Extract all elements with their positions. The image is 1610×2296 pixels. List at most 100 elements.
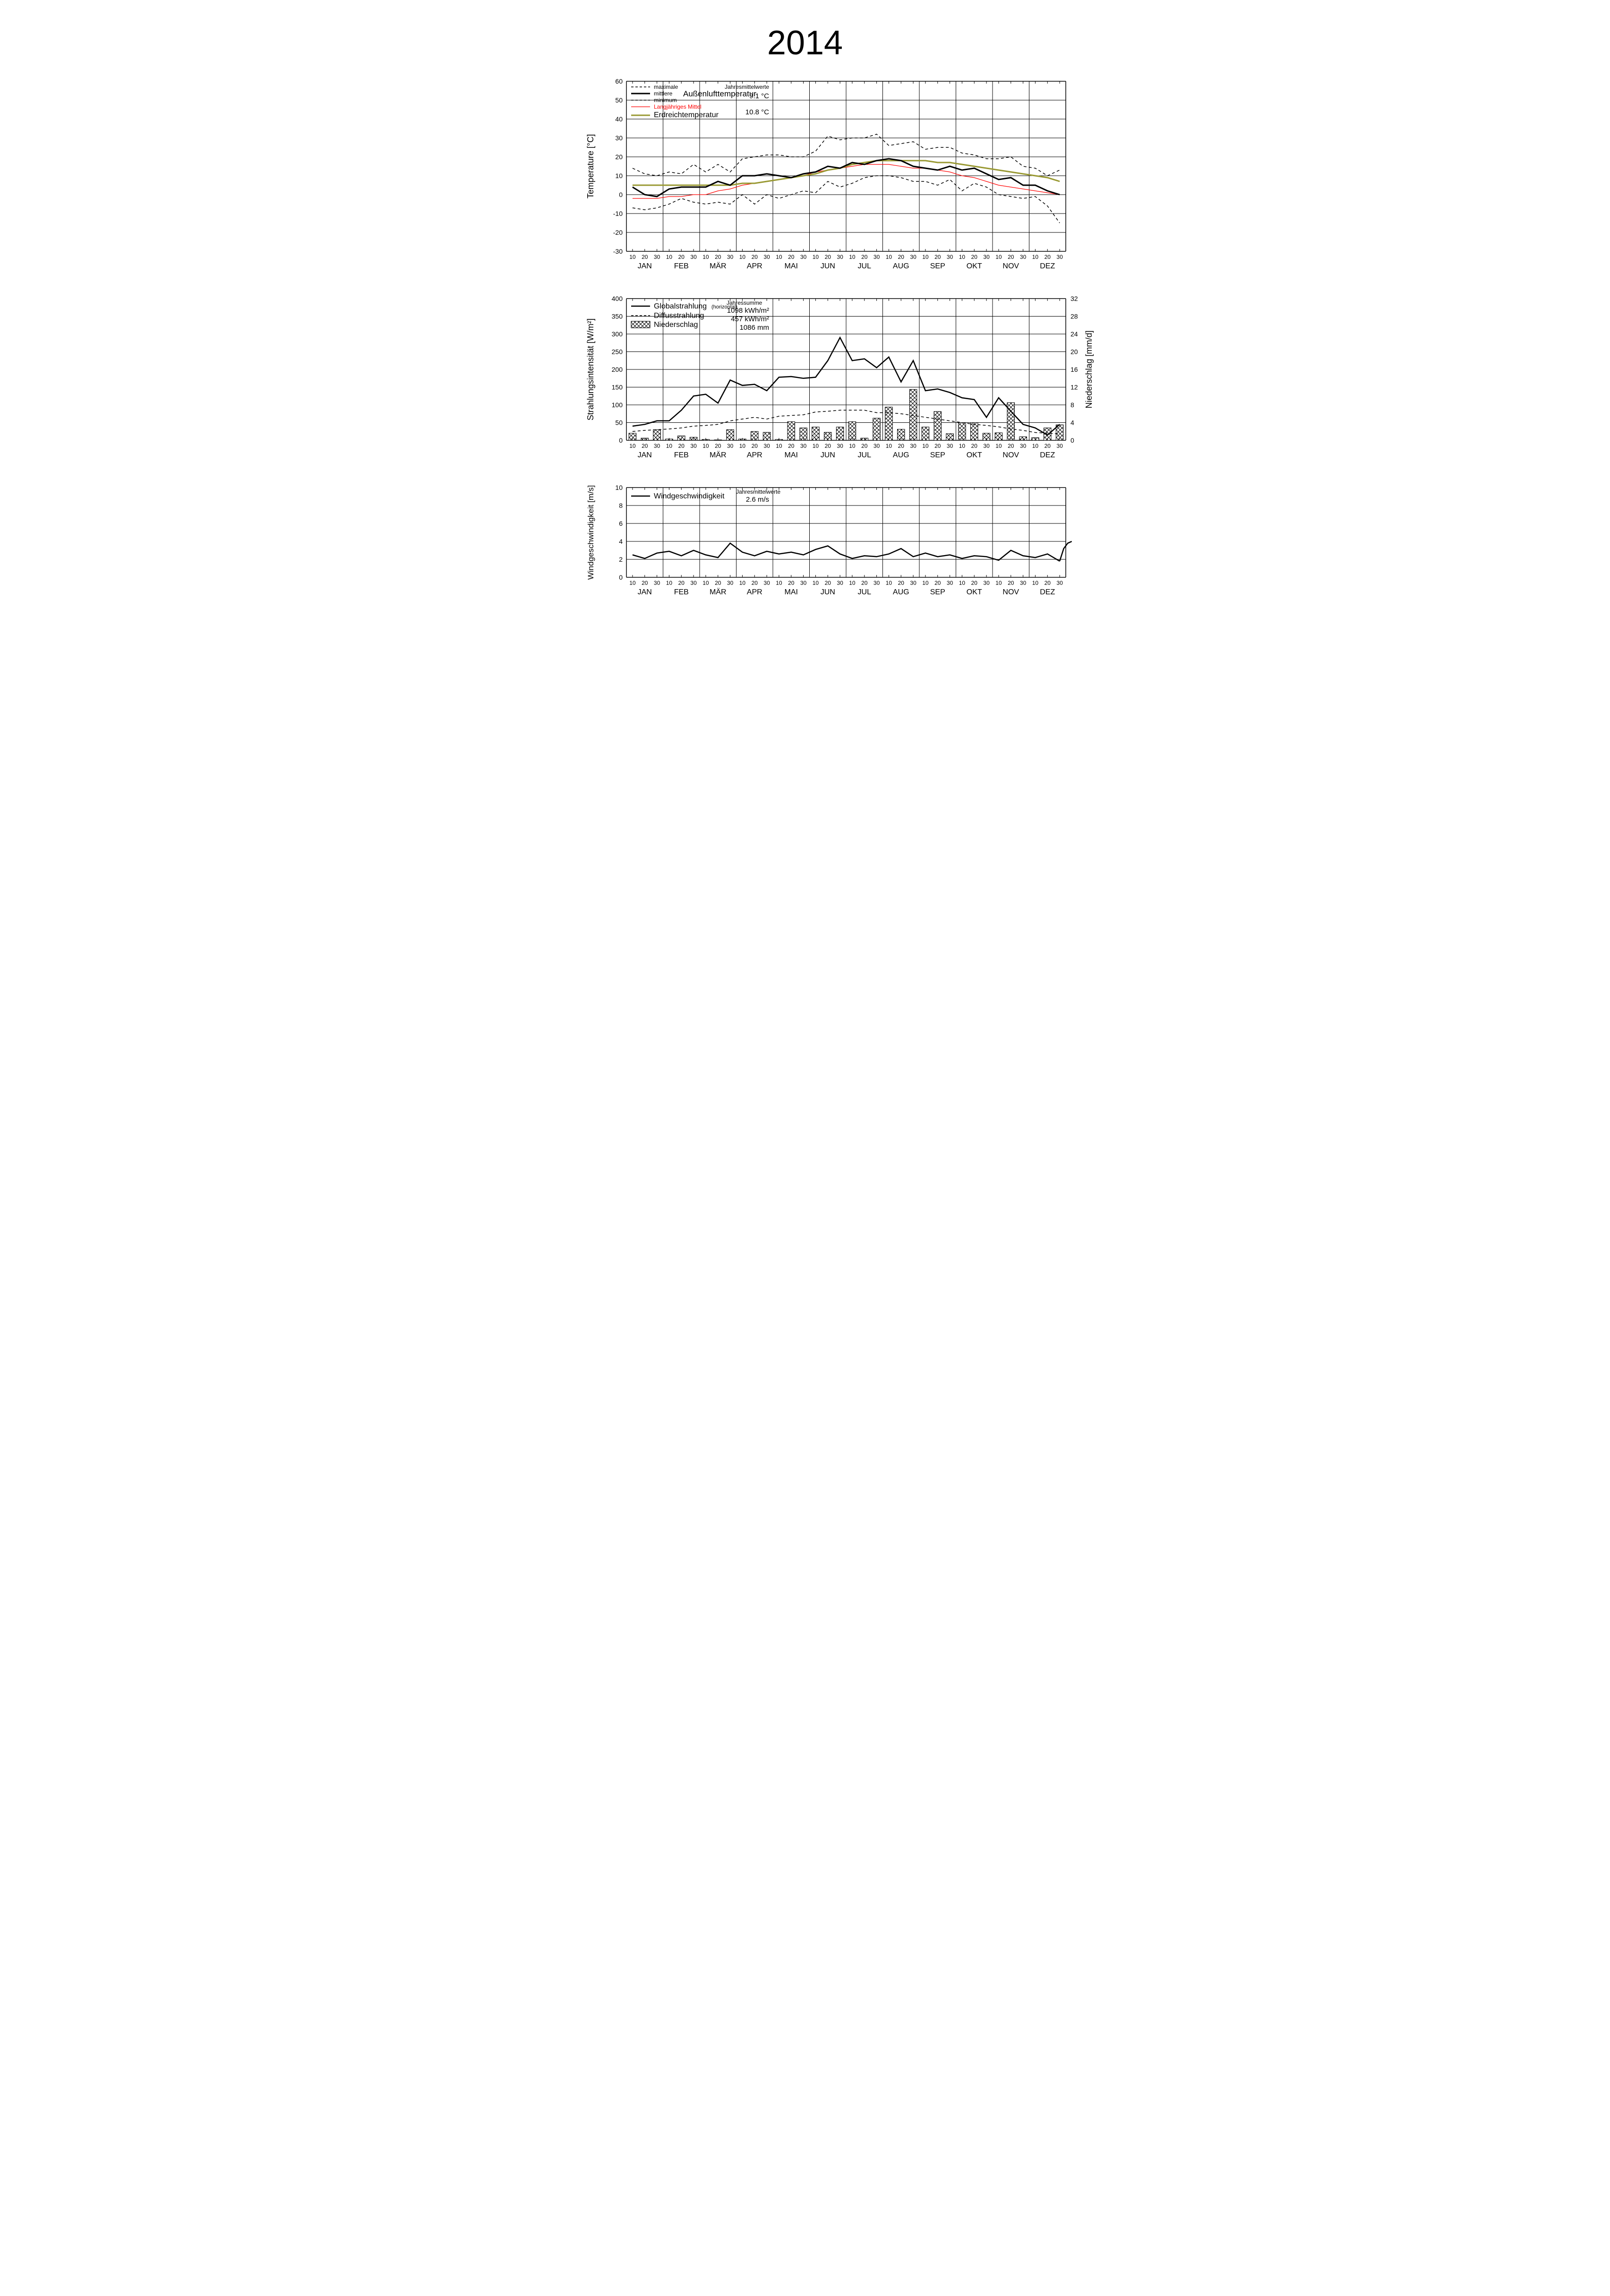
x-tick-label: 10 <box>922 580 929 586</box>
x-tick-label: 30 <box>874 443 880 449</box>
x-tick-label: 30 <box>763 580 770 586</box>
temperature-svg: -30-20-100102030405060Temperature [°C]10… <box>565 77 1102 275</box>
y-tick-label: 0 <box>619 437 623 444</box>
legend-annual-title: Jahresmittelwerte <box>725 84 769 90</box>
legend-label: Windgeschwindigkeit <box>654 492 725 500</box>
legend-value: 1086 mm <box>739 324 769 332</box>
month-label: AUG <box>893 262 909 270</box>
month-label: DEZ <box>1040 262 1055 270</box>
month-label: OKT <box>967 262 982 270</box>
month-label: JUL <box>858 451 872 459</box>
legend-value: 1098 kWh/m² <box>727 307 769 315</box>
x-tick-label: 30 <box>983 580 990 586</box>
month-label: MAI <box>785 451 798 459</box>
y-tick-label: 150 <box>612 384 623 391</box>
x-tick-label: 10 <box>739 580 746 586</box>
x-tick-label: 30 <box>690 580 697 586</box>
month-label: JUN <box>821 262 835 270</box>
legend: WindgeschwindigkeitJahresmittelwerte2.6 … <box>631 488 780 504</box>
y-tick-label: 30 <box>615 134 623 142</box>
x-tick-label: 10 <box>922 254 929 260</box>
month-label: MAI <box>785 262 798 270</box>
precip-bar <box>971 423 978 441</box>
x-tick-label: 10 <box>666 580 673 586</box>
precip-bar <box>934 411 942 440</box>
x-tick-label: 20 <box>1045 580 1051 586</box>
month-label: FEB <box>674 451 689 459</box>
month-label: SEP <box>930 451 945 459</box>
x-tick-label: 20 <box>861 443 868 449</box>
x-tick-label: 10 <box>849 254 856 260</box>
y2-tick-label: 24 <box>1070 330 1078 338</box>
x-tick-label: 20 <box>715 443 721 449</box>
legend-annual-title: Jahresmittelwerte <box>736 488 780 495</box>
x-tick-label: 20 <box>934 580 941 586</box>
x-tick-label: 30 <box>727 443 734 449</box>
y-tick-label: 4 <box>619 538 623 545</box>
x-tick-label: 30 <box>1020 443 1027 449</box>
y-tick-label: 6 <box>619 520 623 527</box>
y2-tick-label: 16 <box>1070 366 1078 373</box>
x-tick-label: 10 <box>1032 580 1039 586</box>
legend-label: minimum <box>654 97 677 103</box>
y2-axis-label: Niederschlag [mm/d] <box>1084 330 1094 408</box>
x-tick-label: 20 <box>715 580 721 586</box>
x-tick-label: 10 <box>886 254 892 260</box>
x-tick-label: 30 <box>947 254 953 260</box>
month-label: SEP <box>930 588 945 596</box>
x-tick-label: 20 <box>1008 254 1014 260</box>
x-tick-label: 10 <box>813 580 819 586</box>
radiation-precip-chart: 050100150200250300350400Strahlungsintens… <box>565 294 1045 464</box>
page: 2014 -30-20-100102030405060Temperature [… <box>537 0 1073 658</box>
month-label: NOV <box>1002 588 1019 596</box>
x-tick-label: 30 <box>910 443 916 449</box>
x-tick-label: 20 <box>678 443 685 449</box>
x-tick-label: 10 <box>629 580 636 586</box>
legend-value: 457 kWh/m² <box>731 315 769 323</box>
x-tick-label: 20 <box>1045 254 1051 260</box>
x-tick-label: 10 <box>629 254 636 260</box>
x-tick-label: 20 <box>971 443 978 449</box>
x-tick-label: 20 <box>971 254 978 260</box>
y-tick-label: -10 <box>613 210 623 217</box>
x-tick-label: 30 <box>654 443 660 449</box>
month-label: DEZ <box>1040 451 1055 459</box>
x-tick-label: 30 <box>837 254 843 260</box>
x-tick-label: 10 <box>959 580 966 586</box>
x-tick-label: 10 <box>702 254 709 260</box>
x-tick-label: 10 <box>995 443 1002 449</box>
y-tick-label: 10 <box>615 172 623 180</box>
x-tick-label: 10 <box>776 254 782 260</box>
x-tick-label: 30 <box>1020 254 1027 260</box>
precip-bar <box>873 418 881 440</box>
x-tick-label: 20 <box>678 254 685 260</box>
x-tick-label: 10 <box>886 443 892 449</box>
x-tick-label: 20 <box>642 443 648 449</box>
x-tick-label: 10 <box>666 254 673 260</box>
x-tick-label: 30 <box>910 580 916 586</box>
x-tick-label: 30 <box>1056 443 1063 449</box>
x-tick-label: 20 <box>861 580 868 586</box>
x-tick-label: 10 <box>959 443 966 449</box>
x-tick-label: 20 <box>825 580 831 586</box>
y-tick-label: 50 <box>615 96 623 104</box>
x-tick-label: 10 <box>959 254 966 260</box>
month-label: MAI <box>785 588 798 596</box>
legend-label: Langjähriges Mittel <box>654 103 702 110</box>
x-tick-label: 10 <box>702 443 709 449</box>
legend-title: Außenlufttemperatur <box>683 89 756 98</box>
y-axis-label: Strahlungsintensität [W/m²] <box>586 318 595 420</box>
y-tick-label: 0 <box>619 191 623 198</box>
month-label: MÄR <box>710 451 727 459</box>
month-label: NOV <box>1002 451 1019 459</box>
x-tick-label: 20 <box>825 254 831 260</box>
legend-value: 9.1 °C <box>749 92 769 100</box>
month-label: MÄR <box>710 588 727 596</box>
month-label: APR <box>747 262 762 270</box>
month-label: JUN <box>821 451 835 459</box>
month-label: MÄR <box>710 262 727 270</box>
x-tick-label: 20 <box>971 580 978 586</box>
x-tick-label: 30 <box>837 580 843 586</box>
y-tick-label: 10 <box>615 484 623 491</box>
month-label: APR <box>747 588 762 596</box>
